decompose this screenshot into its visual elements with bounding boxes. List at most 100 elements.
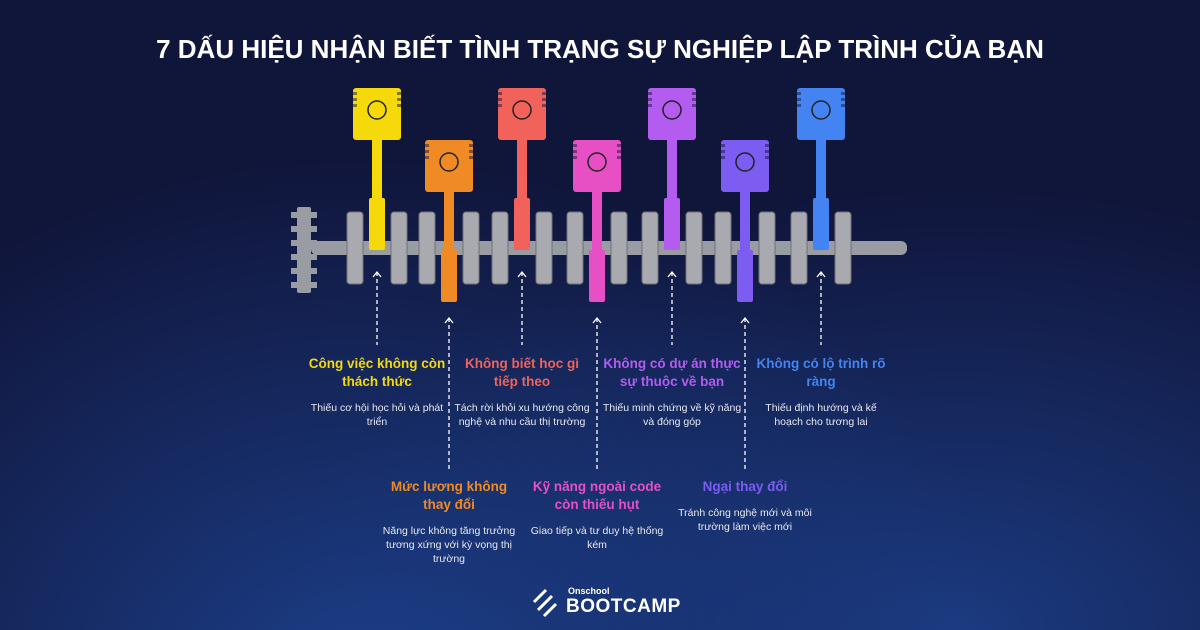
icon [811,100,831,120]
crank-pin [813,198,829,250]
sign-block: Công việc không còn thách thức Thiếu cơ h… [307,355,447,429]
piston-ring [617,150,621,153]
arrow-head [816,270,826,278]
piston-head [425,140,473,192]
piston-head [498,88,546,140]
piston-ring [425,156,429,159]
connecting-rod [816,136,826,206]
arrow-head [740,316,750,324]
sign-block: Không có dự án thực sự thuộc về bạn Thiếu… [602,355,742,429]
sign-label: Mức lương không thay đổi [390,479,508,512]
sign-label: Không có dự án thực sự thuộc về bạn [603,356,741,389]
piston-ring [469,144,473,147]
arrow-head [592,316,602,324]
connecting-rod [667,136,677,206]
piston-ring [542,92,546,95]
piston-head [797,88,845,140]
piston-ring [573,150,577,153]
sign-label: Ngại thay đổi [702,479,788,494]
piston-ring [498,104,502,107]
sign-label: Công việc không còn thách thức [308,356,446,389]
crank-pin [664,198,680,250]
icon [587,152,607,172]
piston-ring [841,92,845,95]
logo-icon [532,588,558,618]
crankshaft [291,207,907,293]
sign-block: Ngại thay đổi Tránh công nghệ mới và môi … [675,478,815,534]
piston-ring [397,98,401,101]
piston-ring [765,144,769,147]
crank-web [641,211,659,285]
sign-description: Giao tiếp và tư duy hệ thống kém [530,525,664,551]
piston-ring [617,144,621,147]
sign-description: Thiếu minh chứng về kỹ năng và đóng góp [602,402,742,428]
piston-ring [797,92,801,95]
piston-ring [353,104,357,107]
sign-description: Tránh công nghệ mới và môi trường làm vi… [678,507,812,533]
piston-ring [573,144,577,147]
arrow-head [517,270,527,278]
piston-ring [648,98,652,101]
piston-ring [397,104,401,107]
piston-ring [841,104,845,107]
icon [512,100,532,120]
sign-block: Kỹ năng ngoài code còn thiếu hụt Giao tiế… [527,478,667,552]
piston-ring [542,98,546,101]
crank-pin [369,198,385,250]
arrow-head [444,316,454,324]
logo-big: BOOTCAMP [566,596,681,617]
piston-ring [721,156,725,159]
crank-web [566,211,584,285]
piston-ring [648,104,652,107]
piston-ring [692,104,696,107]
piston-ring [573,156,577,159]
connecting-rod [517,136,527,206]
sign-description: Năng lực không tăng trưởng tương xứng vớ… [382,525,516,565]
crank-web [790,211,808,285]
piston-ring [765,150,769,153]
piston-ring [498,98,502,101]
piston-ring [765,156,769,159]
piston-head [353,88,401,140]
crank-pin [514,198,530,250]
crank-web [834,211,852,285]
piston-ring [425,150,429,153]
sign-description: Tách rời khỏi xu hướng công nghệ và nhu … [454,402,590,428]
piston-ring [797,98,801,101]
piston-ring [353,92,357,95]
sign-label: Không có lộ trình rõ ràng [756,356,886,389]
sign-block: Mức lương không thay đổi Năng lực không t… [379,478,519,566]
piston-ring [617,156,621,159]
sign-block: Không biết học gì tiếp theo Tách rời khỏi… [452,355,592,429]
crank-pin [441,250,457,302]
sign-label: Kỹ năng ngoài code còn thiếu hụt [532,479,662,512]
crank-web [714,211,732,285]
piston-ring [353,98,357,101]
crank-web [610,211,628,285]
piston-ring [397,92,401,95]
icon [735,152,755,172]
crank-web [390,211,408,285]
piston-head [721,140,769,192]
icon [439,152,459,172]
piston-ring [648,92,652,95]
piston-ring [498,92,502,95]
title: 7 DẤU HIỆU NHẬN BIẾT TÌNH TRẠNG SỰ NGHIỆ… [156,34,1044,64]
crank-web [462,211,480,285]
connecting-rod [740,188,750,258]
piston-head [573,140,621,192]
piston-head [648,88,696,140]
crank-pin [737,250,753,302]
connecting-rod [372,136,382,206]
piston-ring [542,104,546,107]
crank-web [491,211,509,285]
sign-block: Không có lộ trình rõ ràng Thiếu định hướn… [751,355,891,429]
crank-web [346,211,364,285]
icon [367,100,387,120]
icon [662,100,682,120]
crank-web [418,211,436,285]
piston-ring [797,104,801,107]
crank-web [685,211,703,285]
